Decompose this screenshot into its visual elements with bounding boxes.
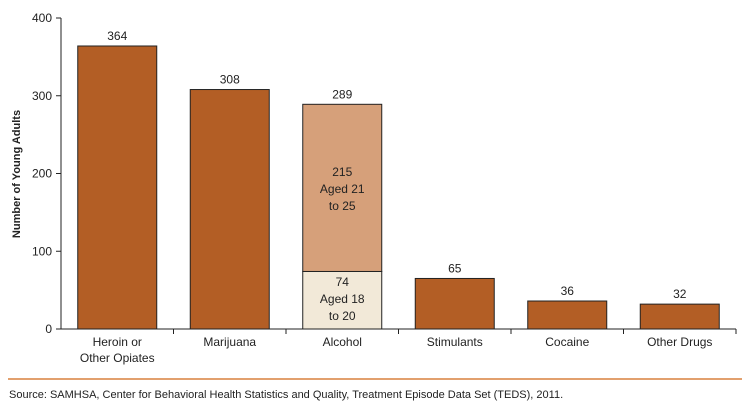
y-tick-label: 300 xyxy=(32,89,52,103)
bar-value-label: 289 xyxy=(332,87,352,101)
x-tick-label: Stimulants xyxy=(427,335,483,349)
segment-label: 74 Aged 18 to 20 xyxy=(320,275,365,323)
x-tick-label: Other Drugs xyxy=(647,335,712,349)
y-tick-label: 100 xyxy=(32,244,52,258)
bar-value-label: 36 xyxy=(561,284,575,298)
bar xyxy=(189,89,270,330)
source-note: Source: SAMHSA, Center for Behavioral He… xyxy=(9,389,563,401)
bar xyxy=(77,45,158,330)
x-tick-label: Cocaine xyxy=(545,335,589,349)
bar xyxy=(414,277,495,330)
bar-value-label: 308 xyxy=(220,73,240,87)
bar-value-label: 364 xyxy=(107,29,127,43)
bar-value-label: 32 xyxy=(673,287,687,301)
y-tick-label: 200 xyxy=(32,167,52,181)
x-tick-label: Marijuana xyxy=(203,335,256,349)
bar-segment xyxy=(302,270,383,330)
x-tick-label: Alcohol xyxy=(323,335,362,349)
bar xyxy=(527,300,608,330)
y-tick-label: 0 xyxy=(45,322,52,336)
bar-segment xyxy=(302,103,383,272)
x-tick-label: Heroin or Other Opiates xyxy=(80,335,155,365)
bar-value-label: 65 xyxy=(448,261,462,275)
y-tick-label: 400 xyxy=(32,11,52,25)
segment-label: 215 Aged 21 to 25 xyxy=(320,165,365,213)
bar xyxy=(639,303,720,330)
y-axis-title: Number of Young Adults xyxy=(11,110,23,238)
